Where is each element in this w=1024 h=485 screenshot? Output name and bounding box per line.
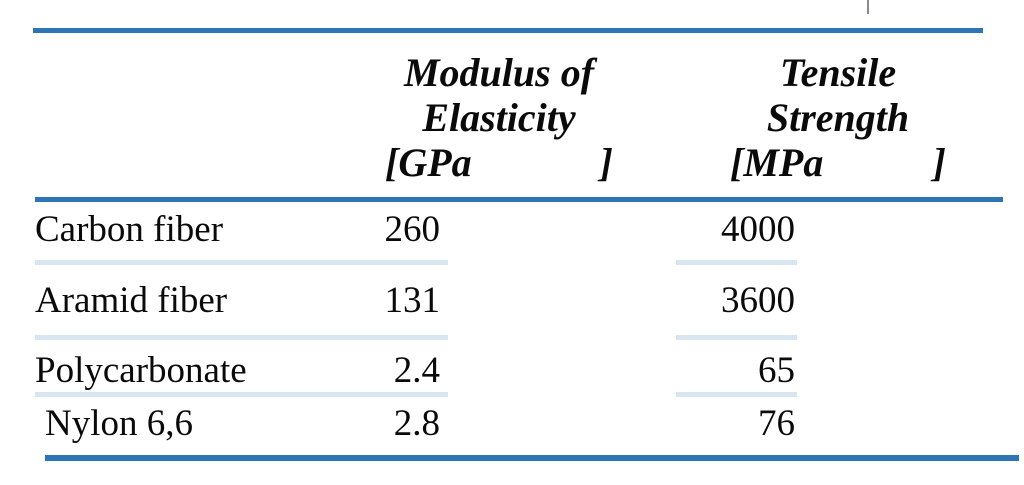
modulus-cell: 131: [384, 280, 441, 321]
row-separator: [676, 335, 797, 340]
col-header-tensile-unit: [MPa ]: [728, 140, 948, 185]
col-header-tensile-line1: Tensile: [779, 50, 897, 95]
unit-open-bracket: [MPa: [730, 140, 824, 185]
col-header-modulus-line2: Elasticity: [422, 95, 576, 140]
modulus-cell: 2.4: [393, 350, 440, 391]
tensile-cell: 65: [758, 350, 795, 391]
col-header-tensile: Tensile Strength [MPa ]: [728, 50, 948, 185]
material-cell: Carbon fiber: [35, 209, 224, 250]
material-cell: Polycarbonate: [35, 350, 247, 391]
col-header-modulus: Modulus of Elasticity [GPa ]: [383, 50, 615, 185]
col-header-tensile-line2: Strength: [766, 95, 910, 140]
material-cell: Aramid fiber: [35, 280, 228, 321]
unit-close-bracket: ]: [599, 140, 613, 185]
col-header-modulus-line1: Modulus of: [403, 50, 595, 95]
unit-open-bracket: [GPa: [385, 140, 472, 185]
unit-close-bracket: ]: [932, 140, 946, 185]
tensile-cell: 76: [758, 403, 795, 444]
tensile-cell: 4000: [721, 209, 795, 250]
col-header-modulus-unit: [GPa ]: [383, 140, 615, 185]
material-cell: Nylon 6,6: [45, 403, 193, 444]
row-separator: [35, 260, 448, 265]
table-top-rule: [33, 28, 983, 33]
header-separator-rule: [35, 197, 1003, 202]
row-separator: [676, 260, 797, 265]
text-cursor-tick: [867, 0, 869, 14]
modulus-cell: 260: [384, 209, 441, 250]
table-bottom-rule: [45, 455, 1019, 461]
row-separator: [35, 335, 448, 340]
modulus-cell: 2.8: [393, 403, 440, 444]
row-separator: [676, 392, 797, 397]
row-separator: [35, 392, 448, 397]
tensile-cell: 3600: [721, 280, 795, 321]
